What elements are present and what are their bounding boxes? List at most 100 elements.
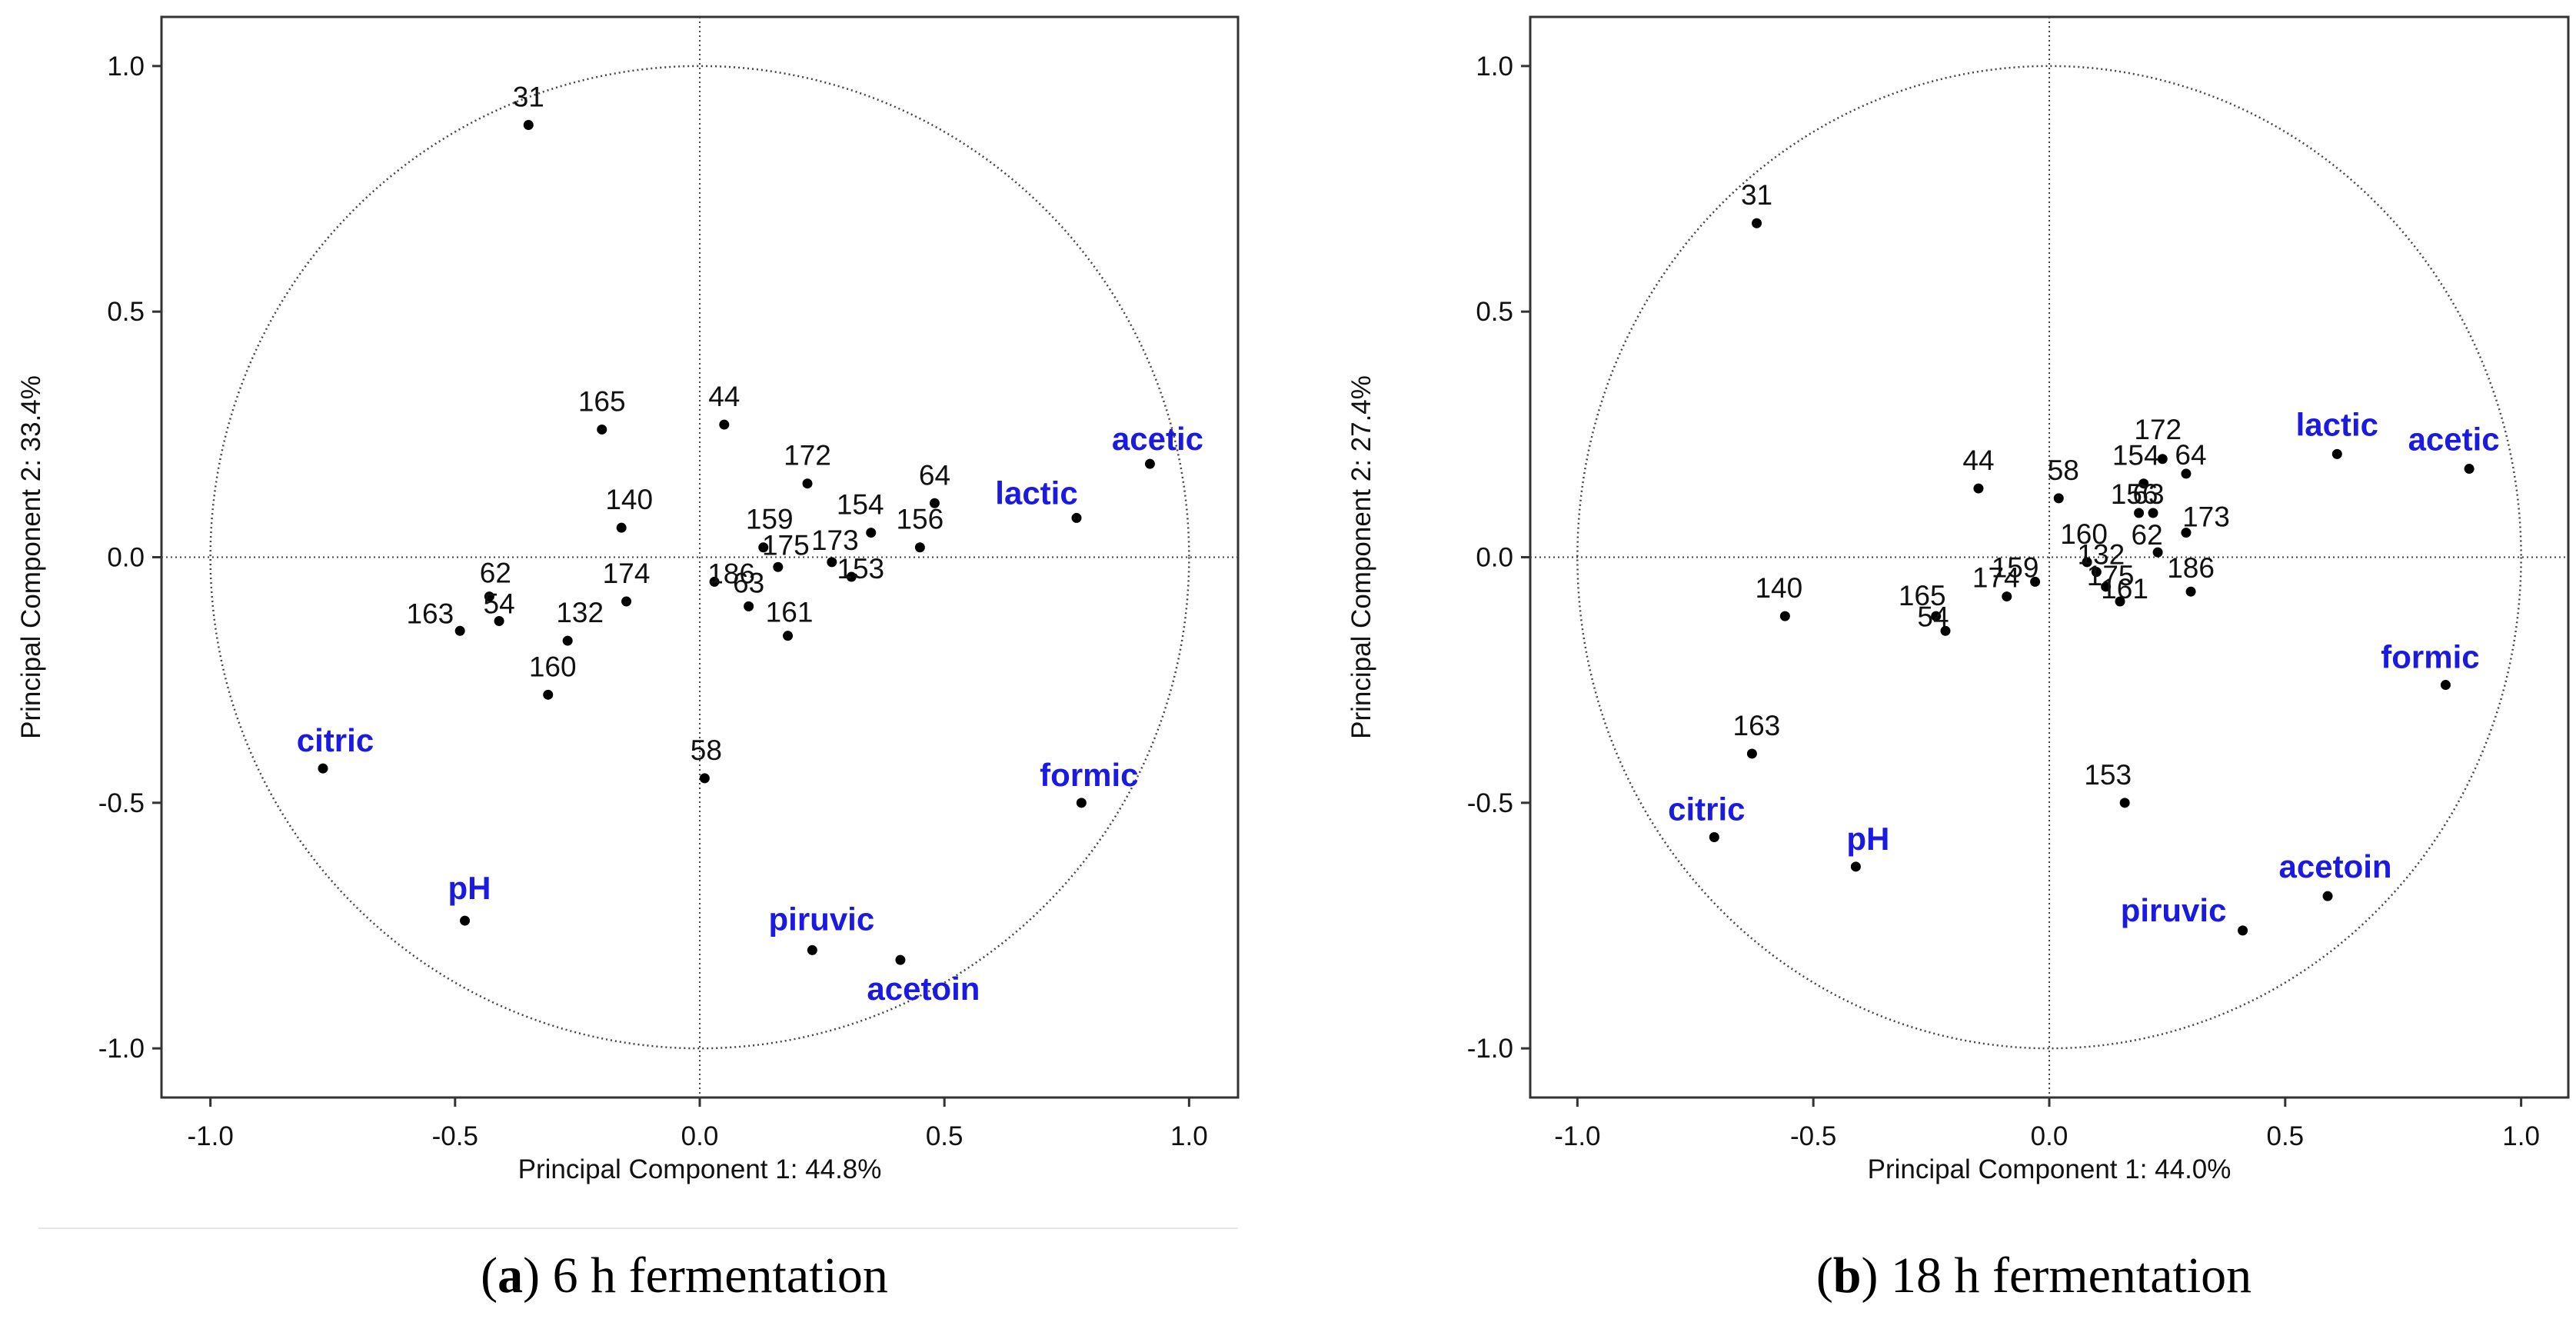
observation-point-58	[2053, 493, 2064, 504]
observation-point-173	[827, 557, 837, 568]
observation-point-165	[597, 424, 607, 435]
observation-label-159: 159	[746, 504, 794, 535]
y-axis-label: Principal Component 2: 27.4%	[1346, 375, 1376, 739]
observation-label-156: 156	[2111, 478, 2158, 510]
observation-label-44: 44	[708, 381, 740, 412]
variable-point-acetoin	[895, 954, 906, 965]
observation-point-63	[2148, 508, 2158, 518]
observation-label-186: 186	[707, 558, 755, 589]
observation-point-153	[846, 571, 857, 582]
observation-point-153	[2119, 798, 2130, 808]
observation-point-64	[2181, 468, 2192, 479]
variable-point-formic	[1076, 798, 1087, 808]
observation-label-161: 161	[2101, 573, 2148, 605]
variable-point-lactic	[1071, 512, 1082, 523]
observation-label-173: 173	[2182, 501, 2230, 533]
observation-point-175	[773, 561, 784, 572]
observation-label-160: 160	[529, 651, 577, 682]
observation-label-153: 153	[2084, 759, 2132, 791]
observation-label-132: 132	[556, 597, 604, 628]
observation-point-31	[523, 120, 534, 130]
panel-caption: (a) 6 h fermentation	[481, 1247, 888, 1304]
y-axis-label: Principal Component 2: 33.4%	[16, 375, 46, 739]
observation-point-132	[2091, 567, 2102, 578]
observation-label-63: 63	[2132, 478, 2164, 510]
observation-point-154	[866, 528, 877, 538]
variable-label-acetic: acetic	[1112, 421, 1203, 457]
observation-label-156: 156	[896, 504, 944, 535]
y-tick-label: 0.5	[107, 297, 145, 327]
observation-point-159	[758, 542, 769, 553]
variable-point-piruvic	[2238, 925, 2248, 936]
observation-point-161	[2115, 596, 2125, 607]
variable-point-piruvic	[807, 944, 817, 955]
x-axis-label: Principal Component 1: 44.8%	[518, 1154, 882, 1184]
variable-label-citric: citric	[297, 722, 374, 758]
x-tick-label: -1.0	[187, 1121, 233, 1151]
observation-label-161: 161	[766, 597, 814, 628]
y-tick-label: -0.5	[98, 788, 145, 818]
observation-point-172	[802, 478, 813, 489]
panel-caption: (b) 18 h fermentation	[1816, 1247, 2252, 1304]
observation-label-165: 165	[1899, 580, 1946, 611]
variable-point-pH	[460, 915, 471, 926]
y-tick-label: 1.0	[107, 52, 145, 82]
caption-suffix: ) 6 h fermentation	[523, 1247, 888, 1304]
y-tick-labels: 1.0 0.5 0.0 -0.5 -1.0	[98, 52, 145, 1064]
x-axis-label: Principal Component 1: 44.0%	[1868, 1154, 2232, 1184]
x-tick-label: 1.0	[1170, 1121, 1208, 1151]
observation-point-156	[2134, 508, 2145, 518]
y-tick-label: 0.5	[1476, 297, 1513, 327]
variable-label-citric: citric	[1668, 791, 1745, 828]
panel-a: -1.0 -0.5 0.0 0.5 1.0 1.0 0.5 0.0 -0.5 -1.0 31 16…	[16, 15, 1240, 1304]
x-tick-label: -0.5	[432, 1121, 478, 1151]
observation-point-175	[2101, 581, 2112, 592]
x-tick-labels: -1.0 -0.5 0.0 0.5 1.0	[187, 1121, 1207, 1151]
observation-point-174	[621, 596, 632, 607]
observation-point-64	[929, 498, 940, 508]
variable-point-pH	[1850, 861, 1861, 872]
observation-label-140: 140	[605, 484, 653, 515]
observation-label-31: 31	[513, 82, 544, 113]
observation-label-174: 174	[603, 558, 651, 589]
caption-prefix: (	[481, 1247, 498, 1304]
tick-marks	[152, 65, 1190, 1107]
variable-point-citric	[1709, 832, 1719, 843]
x-tick-label: 0.0	[681, 1121, 719, 1151]
observation-label-175: 175	[762, 529, 810, 561]
observation-point-163	[1746, 748, 1757, 759]
observation-label-132: 132	[2077, 539, 2125, 571]
variable-point-acetic	[1144, 458, 1155, 469]
observation-point-140	[616, 522, 627, 533]
variable-label-pH: pH	[1846, 821, 1889, 857]
caption-suffix: ) 18 h fermentation	[1862, 1247, 2252, 1304]
observation-point-54	[494, 616, 504, 627]
observation-label-62: 62	[480, 558, 511, 589]
variable-label-lactic: lactic	[995, 475, 1077, 511]
observation-point-58	[699, 773, 710, 784]
variable-point-acetoin	[2322, 891, 2333, 901]
caption-prefix: (	[1816, 1247, 1833, 1304]
observation-label-62: 62	[2132, 519, 2163, 551]
y-tick-label: 0.0	[1476, 543, 1513, 573]
observation-point-186	[2185, 586, 2196, 597]
observation-point-156	[914, 542, 925, 553]
variable-point-acetic	[2464, 464, 2474, 475]
observation-label-64: 64	[2175, 439, 2206, 471]
y-tick-label: -0.5	[1467, 788, 1513, 818]
observation-point-174	[2002, 591, 2012, 602]
observation-label-153: 153	[837, 553, 884, 585]
y-tick-label: 1.0	[1476, 52, 1513, 82]
observation-label-54: 54	[1917, 601, 1949, 632]
observation-label-160: 160	[2060, 518, 2108, 550]
observation-point-132	[562, 635, 573, 646]
observation-point-186	[709, 576, 720, 587]
observation-point-172	[2157, 454, 2168, 465]
y-tick-label: -1.0	[1467, 1034, 1513, 1064]
variable-label-piruvic: piruvic	[2121, 892, 2227, 928]
observation-label-175: 175	[2087, 560, 2135, 591]
observation-label-172: 172	[2134, 414, 2182, 445]
variable-label-acetoin: acetoin	[867, 971, 980, 1007]
observation-point-140	[1779, 611, 1790, 621]
